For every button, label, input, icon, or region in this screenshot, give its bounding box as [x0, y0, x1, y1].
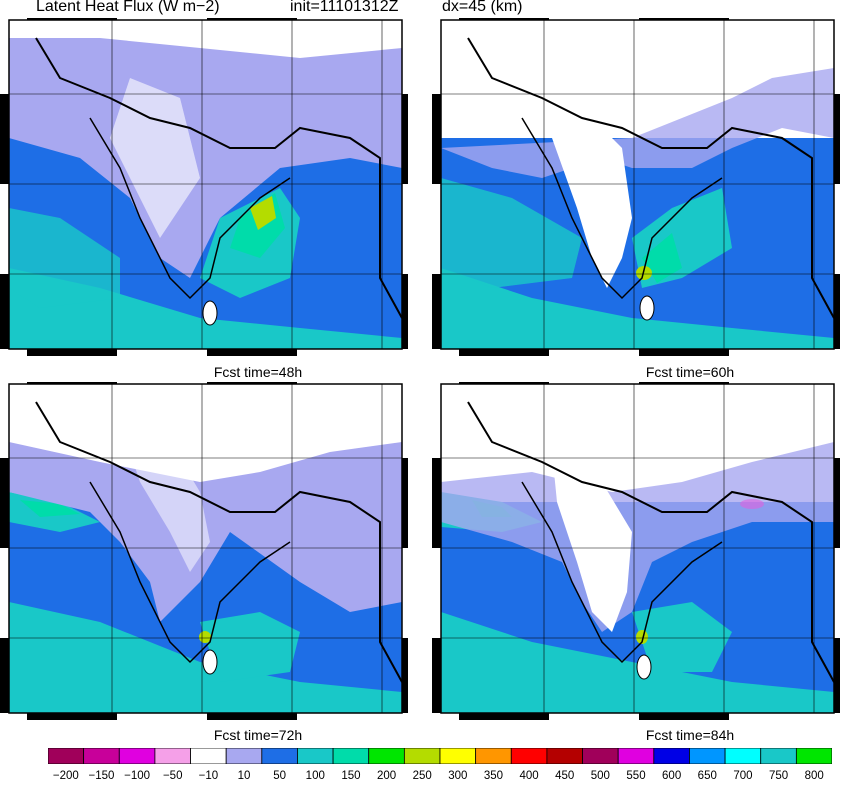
map-panel-1-graphic: [0, 18, 408, 356]
colorbar-tick-label: 200: [376, 770, 397, 782]
colorbar-tick-label: −10: [198, 770, 219, 782]
panel-2-caption: Fcst time=48h: [213, 364, 303, 380]
colorbar: [48, 748, 832, 764]
map-panel-1: [0, 18, 408, 362]
colorbar-swatch: [83, 748, 120, 764]
colorbar-swatch: [510, 748, 548, 764]
colorbar-tick-label: 350: [483, 770, 504, 782]
colorbar-swatch: [653, 748, 690, 764]
colorbar-swatch: [190, 748, 227, 764]
colorbar-tick-label: 150: [341, 770, 361, 782]
map-panel-4: [432, 382, 840, 726]
map-panel-2: [432, 18, 840, 362]
colorbar-swatch: [724, 748, 762, 764]
colorbar-tick-label: 400: [519, 770, 539, 782]
colorbar-tick-label: 800: [804, 770, 824, 782]
init-time: init=11101312Z: [290, 0, 399, 15]
colorbar-tick-label: 250: [412, 770, 432, 782]
colorbar-swatch: [546, 748, 583, 764]
panel-4-caption: Fcst time=72h: [213, 727, 303, 743]
colorbar-swatch: [48, 748, 85, 764]
colorbar-swatch: [475, 748, 512, 764]
colorbar-swatch: [261, 748, 298, 764]
map-panel-3-graphic: [0, 382, 408, 720]
colorbar-tick-label: −200: [52, 770, 79, 782]
colorbar-tick-label: −100: [124, 770, 151, 782]
colorbar-swatch: [617, 748, 655, 764]
colorbar-tick-label: 300: [448, 770, 468, 782]
grid-resolution: dx=45 (km): [442, 0, 523, 15]
colorbar-labels: −200 −150 −100 −50 −10 10 50 100 150 200 250 300 350…: [0, 770, 847, 788]
colorbar-tick-label: 100: [305, 770, 325, 782]
colorbar-tick-label: 750: [768, 770, 789, 782]
colorbar-tick-label: 650: [697, 770, 717, 782]
colorbar-swatch: [582, 748, 619, 764]
colorbar-swatch: [225, 748, 263, 764]
footer-caption: Fcst time=84h: [645, 727, 735, 743]
colorbar-tick-label: 50: [273, 770, 287, 782]
colorbar-swatch: [760, 748, 797, 764]
colorbar-tick-label: −50: [162, 770, 183, 782]
colorbar-tick-label: −150: [88, 770, 115, 782]
colorbar-tick-label: 10: [237, 770, 251, 782]
colorbar-swatch: [689, 748, 726, 764]
map-panel-3: [0, 382, 408, 726]
map-title: Latent Heat Flux (W m−2): [36, 0, 220, 15]
colorbar-tick-label: 700: [733, 770, 753, 782]
colorbar-swatch: [439, 748, 477, 764]
map-panel-2-graphic: [432, 18, 840, 356]
colorbar-swatch: [403, 748, 441, 764]
colorbar-tick-label: 550: [626, 770, 646, 782]
map-panel-4-graphic: [432, 382, 840, 720]
colorbar-swatch: [118, 748, 156, 764]
colorbar-tick-label: 500: [590, 770, 610, 782]
colorbar-swatch: [795, 748, 832, 764]
colorbar-swatch: [332, 748, 370, 764]
colorbar-tick-label: 600: [662, 770, 682, 782]
colorbar-swatch: [154, 748, 191, 764]
colorbar-swatch: [297, 748, 334, 764]
colorbar-tick-label: 450: [555, 770, 575, 782]
panel-3-caption: Fcst time=60h: [645, 364, 735, 380]
colorbar-swatch: [368, 748, 405, 764]
